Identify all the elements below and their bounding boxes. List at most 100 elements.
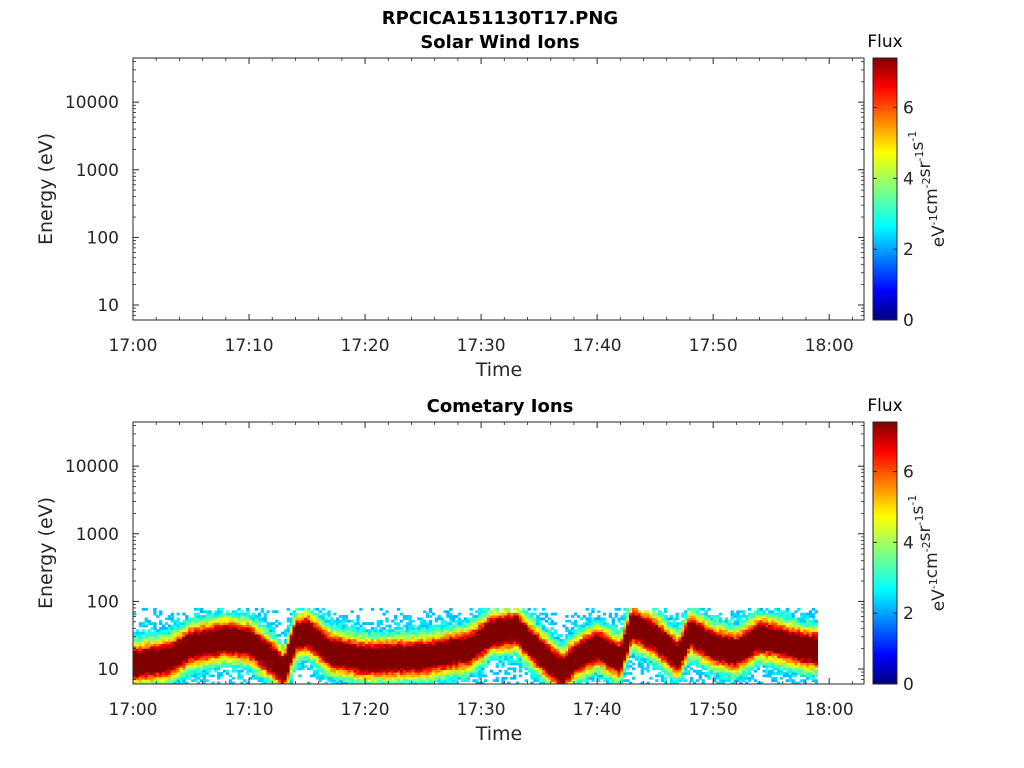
spectrogram-cell <box>246 624 250 628</box>
spectrogram-cell <box>246 667 250 671</box>
spectrogram-cell <box>594 664 598 668</box>
spectrogram-cell <box>231 669 235 673</box>
spectrogram-cell <box>280 676 285 680</box>
spectrogram-cell <box>356 676 360 680</box>
spectrogram-cell <box>240 612 244 616</box>
spectrogram-cell <box>449 634 453 637</box>
spectrogram-cell <box>176 667 180 671</box>
spectrogram-cell <box>240 617 244 621</box>
spectrogram-cell <box>571 631 575 635</box>
spectrogram-cell <box>286 607 291 611</box>
spectrogram-cell <box>594 641 598 644</box>
spectrogram-cell <box>382 662 386 666</box>
spectrogram-cell <box>643 615 647 618</box>
spectrogram-cell <box>634 650 639 654</box>
spectrogram-cell <box>362 643 366 647</box>
spectrogram-cell <box>220 634 224 637</box>
spectrogram-cell <box>385 667 389 671</box>
spectrogram-cell <box>620 660 624 664</box>
spectrogram-cell <box>399 645 404 649</box>
spectrogram-cell <box>220 631 224 635</box>
spectrogram-cell <box>376 657 380 661</box>
spectrogram-cell <box>292 612 296 616</box>
spectrogram-cell <box>611 638 615 642</box>
spectrogram-cell <box>530 664 534 668</box>
spectrogram-cell <box>199 629 204 633</box>
spectrogram-cell <box>588 672 592 675</box>
spectrogram-cell <box>452 655 456 659</box>
spectrogram-cell <box>150 679 154 683</box>
spectrogram-cell <box>347 638 351 642</box>
spectrogram-cell <box>481 660 485 664</box>
spectrogram-cell <box>513 667 517 671</box>
spectrogram-cell <box>600 619 604 623</box>
spectrogram-cell <box>367 672 372 675</box>
spectrogram-cell <box>327 643 331 647</box>
spectrogram-cell <box>634 636 639 640</box>
spectrogram-cell <box>257 667 262 671</box>
spectrogram-cell <box>428 672 433 675</box>
spectrogram-cell <box>399 657 404 661</box>
spectrogram-cell <box>608 650 613 654</box>
spectrogram-cell <box>539 645 543 649</box>
spectrogram-cell <box>211 643 215 647</box>
spectrogram-cell <box>188 617 192 621</box>
spectrogram-cell <box>602 674 607 678</box>
spectrogram-cell <box>254 638 259 642</box>
spectrogram-cell <box>359 653 363 656</box>
spectrogram-cell <box>327 648 331 652</box>
spectrogram-cell <box>263 679 267 683</box>
spectrogram-cell <box>347 643 351 647</box>
spectrogram-cell <box>457 626 462 630</box>
spectrogram-cell <box>373 681 378 684</box>
spectrogram-cell <box>550 672 555 675</box>
spectrogram-cell <box>159 672 163 675</box>
spectrogram-cell <box>170 626 175 630</box>
spectrogram-cell <box>159 619 163 623</box>
spectrogram-cell <box>472 667 476 671</box>
spectrogram-cell <box>321 629 325 633</box>
spectrogram-cell <box>614 636 618 640</box>
spectrogram-cell <box>425 612 430 616</box>
spectrogram-cell <box>150 643 154 647</box>
spectrogram-cell <box>475 622 479 625</box>
spectrogram-cell <box>176 645 180 649</box>
spectrogram-cell <box>283 653 288 656</box>
spectrogram-cell <box>536 653 540 656</box>
spectrogram-cell <box>454 679 459 683</box>
spectrogram-cell <box>576 679 581 683</box>
spectrogram-cell <box>307 612 311 616</box>
spectrogram-cell <box>344 655 349 659</box>
spectrogram-cell <box>658 655 662 659</box>
spectrogram-cell <box>362 650 366 654</box>
spectrogram-cell <box>205 648 209 652</box>
spectrogram-cell <box>153 612 157 616</box>
spectrogram-cell <box>272 631 276 635</box>
spectrogram-cell <box>179 660 183 664</box>
spectrogram-cell <box>629 643 633 647</box>
spectrogram-cell <box>478 612 482 616</box>
spectrogram-cell <box>515 662 520 666</box>
spectrogram-cell <box>298 657 302 661</box>
spectrogram-cell <box>176 653 180 656</box>
spectrogram-cell <box>556 657 560 661</box>
spectrogram-cell <box>452 681 456 684</box>
spectrogram-cell <box>437 615 441 618</box>
spectrogram-cell <box>237 631 241 635</box>
spectrogram-cell <box>153 662 157 666</box>
spectrogram-cell <box>278 667 282 671</box>
spectrogram-cell <box>356 641 360 644</box>
spectrogram-cell <box>617 669 621 673</box>
spectrogram-cell <box>344 648 349 652</box>
spectrogram-cell <box>257 655 262 659</box>
spectrogram-cell <box>457 674 462 678</box>
spectrogram-cell <box>341 679 346 683</box>
spectrogram-cell <box>353 653 357 656</box>
spectrogram-cell <box>341 674 346 678</box>
spectrogram-cell <box>176 674 180 678</box>
spectrogram-cell <box>559 650 563 654</box>
spectrogram-cell <box>515 610 520 614</box>
spectrogram-cell <box>446 645 450 649</box>
spectrogram-cell <box>623 629 627 633</box>
spectrogram-cell <box>571 657 575 661</box>
